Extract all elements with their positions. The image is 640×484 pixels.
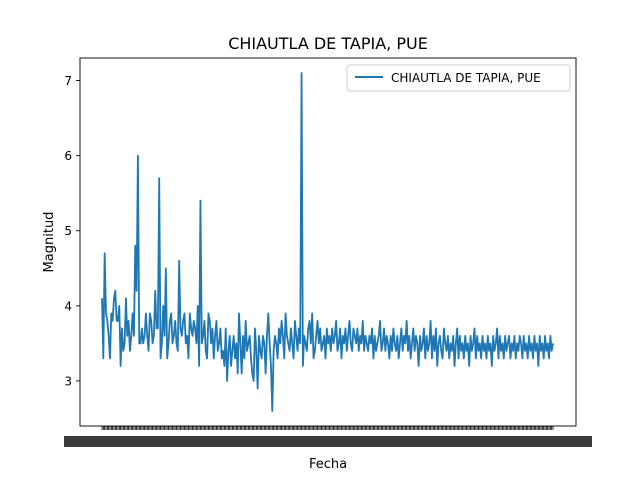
x-axis-label: Fecha — [309, 457, 347, 472]
y-tick-label: 5 — [64, 224, 72, 238]
y-axis-label: Magnitud — [42, 212, 57, 273]
y-tick-label: 4 — [64, 299, 72, 313]
series-line — [101, 72, 554, 412]
plot-area-frame — [79, 57, 577, 427]
y-axis-ticks: 3 4 5 6 7 — [64, 74, 80, 388]
legend-frame — [346, 64, 571, 92]
x-tick-labels-overlapped — [64, 436, 592, 447]
y-tick-label: 7 — [64, 74, 72, 88]
y-tick-label: 6 — [64, 149, 72, 163]
legend-label: CHIAUTLA DE TAPIA, PUE — [391, 71, 541, 85]
legend: CHIAUTLA DE TAPIA, PUE — [346, 64, 571, 92]
chart-title: CHIAUTLA DE TAPIA, PUE — [228, 34, 428, 53]
y-tick-label: 3 — [64, 374, 72, 388]
x-axis-ticks — [64, 426, 592, 447]
